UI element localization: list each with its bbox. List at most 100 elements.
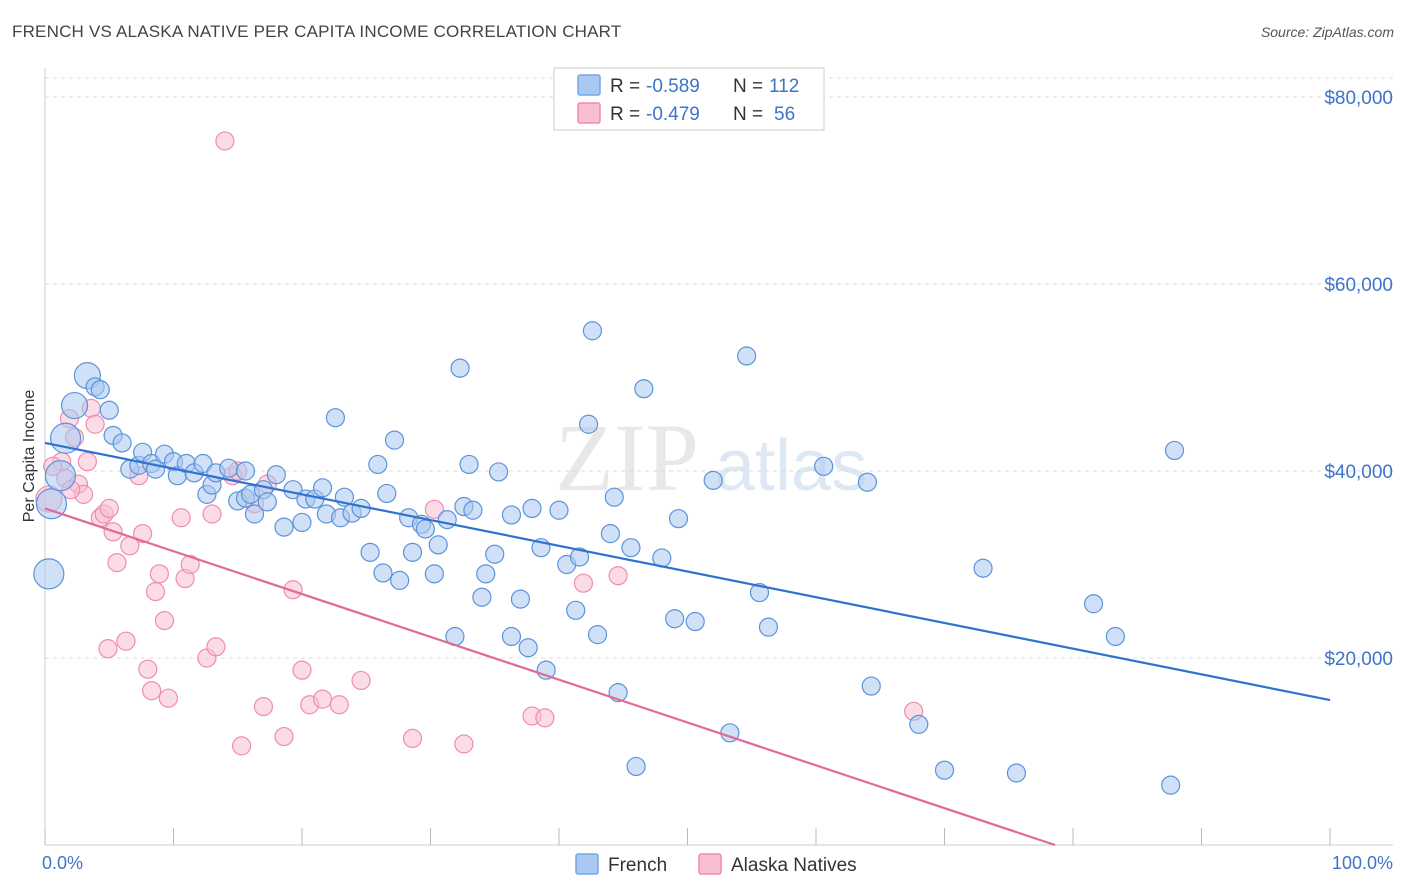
x-tick-labels: 0.0% 100.0% [42,853,1393,873]
french-point [857,472,878,492]
chart-title: FRENCH VS ALASKA NATIVE PER CAPITA INCOM… [12,22,622,41]
french-point [90,380,110,400]
legend-n-label-french: N = [733,76,763,97]
alaska-natives-point [99,498,119,518]
french-point [1006,763,1027,783]
french-point [621,538,641,558]
alaska-natives-point [535,708,555,728]
french-point [428,535,448,555]
french-point [814,456,834,476]
alaska-natives-trend-line [44,507,1056,847]
alaska-natives-point [180,554,200,575]
french-trend-line [44,441,1331,702]
french-point [266,465,286,485]
french-point [463,500,483,520]
french-point [501,505,522,525]
alaska-natives-point [116,631,136,651]
french-point [368,454,388,475]
french-point [758,617,779,637]
y-tick-label: $60,000 [1324,275,1393,296]
alaska-natives-point [253,697,274,717]
french-point [569,547,590,567]
bottom-legend-label-alaska: Alaska Natives [731,855,857,876]
french-point [44,460,77,492]
french-point [909,714,929,734]
grid-layer [45,77,1393,659]
bottom-legend-swatch-french [575,853,599,875]
french-point [244,504,265,524]
french-point [99,400,119,420]
alaska-natives-point [98,639,118,659]
french-points [33,321,1185,795]
french-point [257,492,277,512]
source-label: Source: ZipAtlas.com [1260,24,1394,40]
french-point [1161,775,1181,795]
alaska-natives-point [145,582,166,602]
french-point [703,470,723,490]
alaska-natives-point [171,508,191,528]
french-point [459,454,479,475]
alaska-natives-point [402,728,423,749]
french-point [737,346,757,366]
french-point [604,487,624,507]
french-point [587,625,608,645]
legend-n-label-alaska: N = [733,104,763,125]
alaska-natives-point [454,734,474,754]
alaska-natives-point [158,688,178,708]
french-point [35,488,68,520]
x-tick-label-max: 100.0% [1332,853,1393,873]
alaska-natives-point [85,414,105,434]
trend-lines [44,441,1331,847]
french-point [522,498,542,518]
french-point [60,391,89,420]
french-point [501,626,522,647]
alaska-natives-point [133,524,153,544]
french-point [373,563,393,583]
french-point [312,478,333,498]
french-point [219,458,239,478]
french-point [377,483,397,504]
legend-r-label-french: R = [610,76,640,97]
alaska-natives-point [283,580,303,600]
legend-swatch-alaska [577,102,601,124]
french-point [626,756,646,777]
french-point [235,461,256,481]
alaska-natives-point [77,452,98,472]
y-tick-label: $80,000 [1324,88,1393,109]
alaska-natives-point [351,670,371,691]
french-point [578,414,599,434]
french-point [325,408,346,428]
legend-n-value-alaska: 56 [774,104,795,125]
watermark: ZIP atlas [555,404,867,511]
alaska-natives-point [329,695,349,715]
alaska-natives-point [138,659,158,679]
french-point [1083,594,1104,614]
french-point [485,544,505,564]
axis-layer [44,68,1393,846]
x-tick-label-min: 0.0% [42,853,83,873]
french-point [360,542,380,562]
french-point [1164,440,1185,461]
french-point [566,600,586,620]
french-point [274,517,294,537]
alaska-natives-point [154,610,175,631]
watermark-zip: ZIP [555,404,699,511]
french-point [1105,626,1126,647]
alaska-natives-point [206,637,226,657]
legend-r-value-french: -0.589 [646,76,700,97]
bottom-legend-swatch-alaska [698,853,722,875]
french-point [668,509,689,529]
y-tick-label: $20,000 [1324,649,1393,670]
french-point [582,321,603,341]
legend-r-value-alaska: -0.479 [646,104,700,125]
french-point [33,558,65,590]
alaska-natives-point [107,553,127,573]
french-point [634,379,654,399]
french-point [437,510,457,530]
watermark-atlas: atlas [715,426,867,506]
y-axis-label: Per Capita Income [21,390,38,523]
french-point [292,512,312,533]
alaska-natives-point [292,660,312,680]
french-point [600,524,621,544]
french-point [193,453,213,474]
